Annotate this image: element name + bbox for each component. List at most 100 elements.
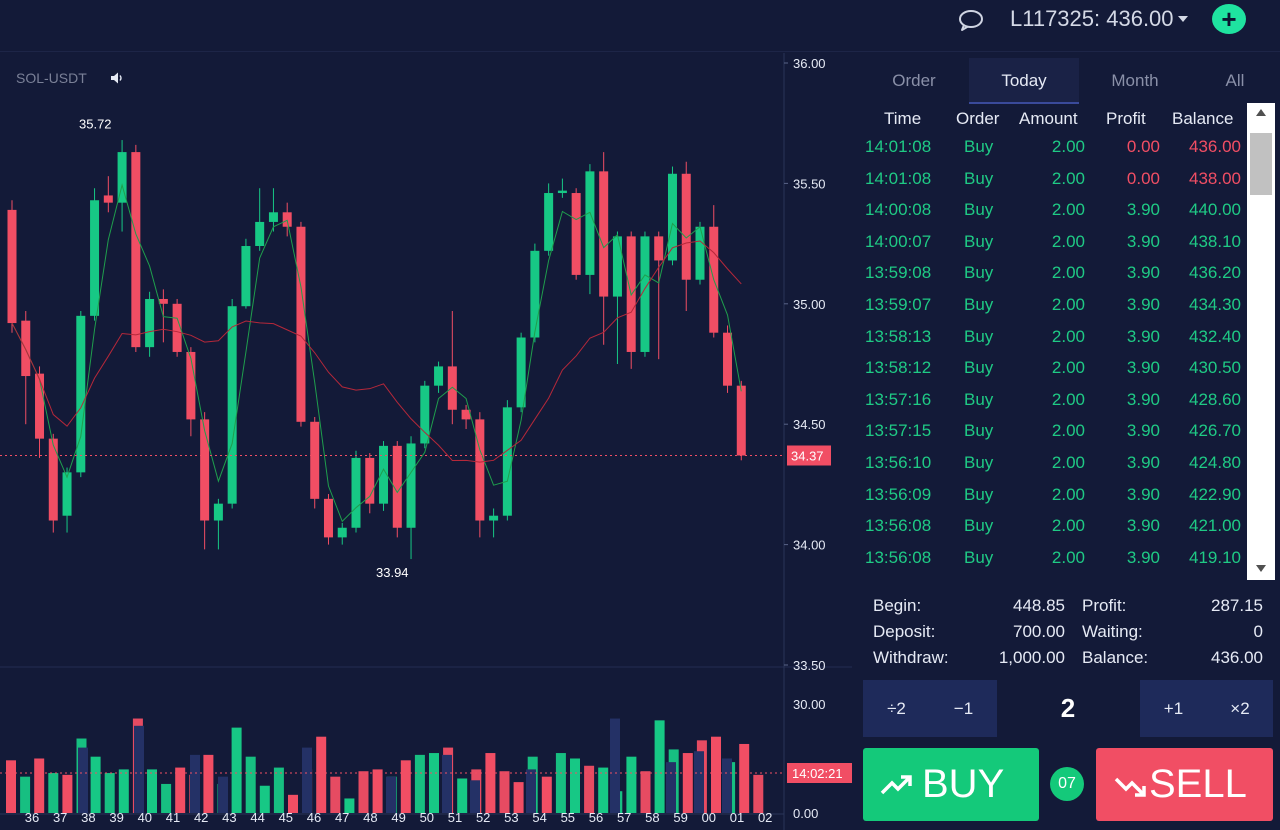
candle-body (310, 421, 320, 499)
volume-bar (414, 754, 425, 813)
time-tick-label: 58 (645, 810, 659, 825)
cell-order: Buy (964, 516, 994, 536)
speaker-icon[interactable] (110, 71, 124, 85)
cell-amount: 2.00 (1051, 326, 1085, 346)
table-row[interactable]: 14:00:08 Buy 2.00 3.90 440.00 (853, 200, 1248, 232)
price-chart[interactable]: 36.00 35.50 35.00 34.50 34.00 33.50 30.00 0.00 1… (0, 53, 852, 830)
table-row[interactable]: 13:59:08 Buy 2.00 3.90 436.20 (853, 263, 1248, 295)
cell-profit: 3.90 (1126, 295, 1160, 314)
time-tick-label: 00 (702, 810, 716, 825)
candle-body (337, 527, 347, 538)
table-row[interactable]: 13:57:15 Buy 2.00 3.90 426.70 (853, 421, 1248, 453)
candle-body (599, 171, 609, 297)
candle-body (200, 419, 210, 521)
time-tick-label: 53 (504, 810, 518, 825)
cell-amount: 2.00 (1051, 516, 1085, 536)
time-tick-label: 37 (53, 810, 67, 825)
divide-by-2-button[interactable]: ÷2 (887, 699, 906, 718)
candle-body (392, 445, 402, 528)
cell-balance: 436.00 (1189, 137, 1241, 156)
profit-label: Profit: (1082, 596, 1127, 615)
table-row[interactable]: 13:58:12 Buy 2.00 3.90 430.50 (853, 358, 1248, 390)
times-2-button[interactable]: ×2 (1230, 699, 1250, 718)
countdown-timer: 07 (1050, 767, 1084, 801)
cell-order: Buy (964, 263, 994, 283)
table-row[interactable]: 13:57:16 Buy 2.00 3.90 428.60 (853, 390, 1248, 422)
amount-value[interactable]: 2 (1060, 693, 1076, 723)
cell-time: 13:58:13 (865, 326, 932, 346)
chevron-down-icon (1177, 15, 1188, 22)
table-row[interactable]: 13:56:09 Buy 2.00 3.90 422.90 (853, 485, 1248, 517)
minus-1-button[interactable]: −1 (953, 699, 974, 718)
cell-amount: 2.00 (1051, 200, 1085, 220)
buy-label: BUY (922, 762, 1005, 806)
table-row[interactable]: 14:00:07 Buy 2.00 3.90 438.10 (853, 232, 1248, 264)
candle-body (406, 443, 416, 528)
cell-time: 13:57:15 (865, 421, 932, 441)
table-row[interactable]: 13:58:13 Buy 2.00 3.90 432.40 (853, 327, 1248, 359)
history-scrollbar[interactable] (1247, 103, 1275, 580)
sell-button[interactable]: SELL (1096, 748, 1273, 821)
time-tick-label: 42 (194, 810, 208, 825)
volume-bar (711, 736, 721, 813)
volume-bar (457, 778, 468, 813)
volume-bar (273, 767, 284, 813)
scroll-down-arrow-icon[interactable] (1256, 565, 1266, 572)
candlestick-chart[interactable]: 36.00 35.50 35.00 34.50 34.00 33.50 30.00 0.00 1… (0, 53, 852, 830)
current-time-tag (787, 763, 852, 783)
withdraw-label: Withdraw: (873, 648, 949, 667)
volume-bar (259, 785, 270, 813)
candle-body (654, 236, 664, 261)
cell-time: 13:57:16 (865, 389, 932, 409)
column-time: Time (884, 109, 922, 128)
volume-bar-bg (190, 754, 200, 813)
volume-bar-bg (694, 751, 704, 813)
cell-amount: 2.00 (1051, 231, 1085, 251)
time-tick-label: 40 (138, 810, 152, 825)
chat-bubble-icon[interactable] (957, 8, 985, 32)
add-funds-button[interactable]: + (1212, 4, 1246, 34)
candle-body (351, 457, 361, 528)
table-row[interactable]: 14:01:08 Buy 2.00 0.00 436.00 (853, 137, 1248, 169)
volume-bar (231, 727, 242, 813)
time-tick-label: 48 (363, 810, 377, 825)
volume-bar (20, 776, 31, 813)
scroll-up-arrow-icon[interactable] (1256, 109, 1266, 116)
volume-bar-bg (722, 758, 732, 813)
buy-button[interactable]: BUY (863, 748, 1039, 821)
table-row[interactable]: 13:59:07 Buy 2.00 3.90 434.30 (853, 295, 1248, 327)
cell-profit: 3.90 (1126, 263, 1160, 283)
plus-1-button[interactable]: +1 (1163, 699, 1184, 718)
tab-all[interactable]: All (1225, 71, 1245, 90)
cell-balance: 430.50 (1189, 358, 1241, 378)
volume-bar (753, 774, 764, 813)
table-row[interactable]: 13:56:08 Buy 2.00 3.90 421.00 (853, 516, 1248, 548)
volume-bar (570, 758, 580, 813)
cell-profit: 3.90 (1126, 484, 1160, 504)
scrollbar-thumb[interactable] (1250, 133, 1272, 195)
table-row[interactable]: 13:56:10 Buy 2.00 3.90 424.80 (853, 453, 1248, 485)
high-price-label: 35.72 (79, 116, 112, 131)
tab-today[interactable]: Today (969, 58, 1079, 104)
tab-order[interactable]: Order (892, 71, 936, 90)
time-tick-label: 45 (279, 810, 293, 825)
account-selector[interactable]: L117325: 436.00 (1010, 6, 1188, 32)
table-row[interactable]: 14:01:08 Buy 2.00 0.00 438.00 (853, 169, 1248, 201)
volume-bar-bg (386, 776, 396, 813)
history-table-header: Time Order Amount Profit Balance (853, 109, 1253, 131)
tab-month[interactable]: Month (1111, 71, 1159, 90)
price-tick-label: 35.50 (793, 176, 826, 191)
candle-body (434, 366, 444, 386)
volume-bar (175, 767, 186, 813)
price-tick-label: 36.00 (793, 56, 826, 71)
table-row[interactable]: 13:56:08 Buy 2.00 3.90 419.10 (853, 548, 1248, 577)
volume-bar (90, 756, 101, 813)
trending-up-icon (880, 775, 912, 795)
cell-time: 13:59:07 (865, 295, 932, 314)
candle-body (612, 236, 622, 297)
deposit-value: 700.00 (1013, 622, 1065, 641)
volume-bar-bg (302, 747, 312, 813)
cell-balance: 421.00 (1189, 516, 1241, 536)
volume-bar (245, 756, 256, 813)
time-tick-label: 01 (730, 810, 744, 825)
